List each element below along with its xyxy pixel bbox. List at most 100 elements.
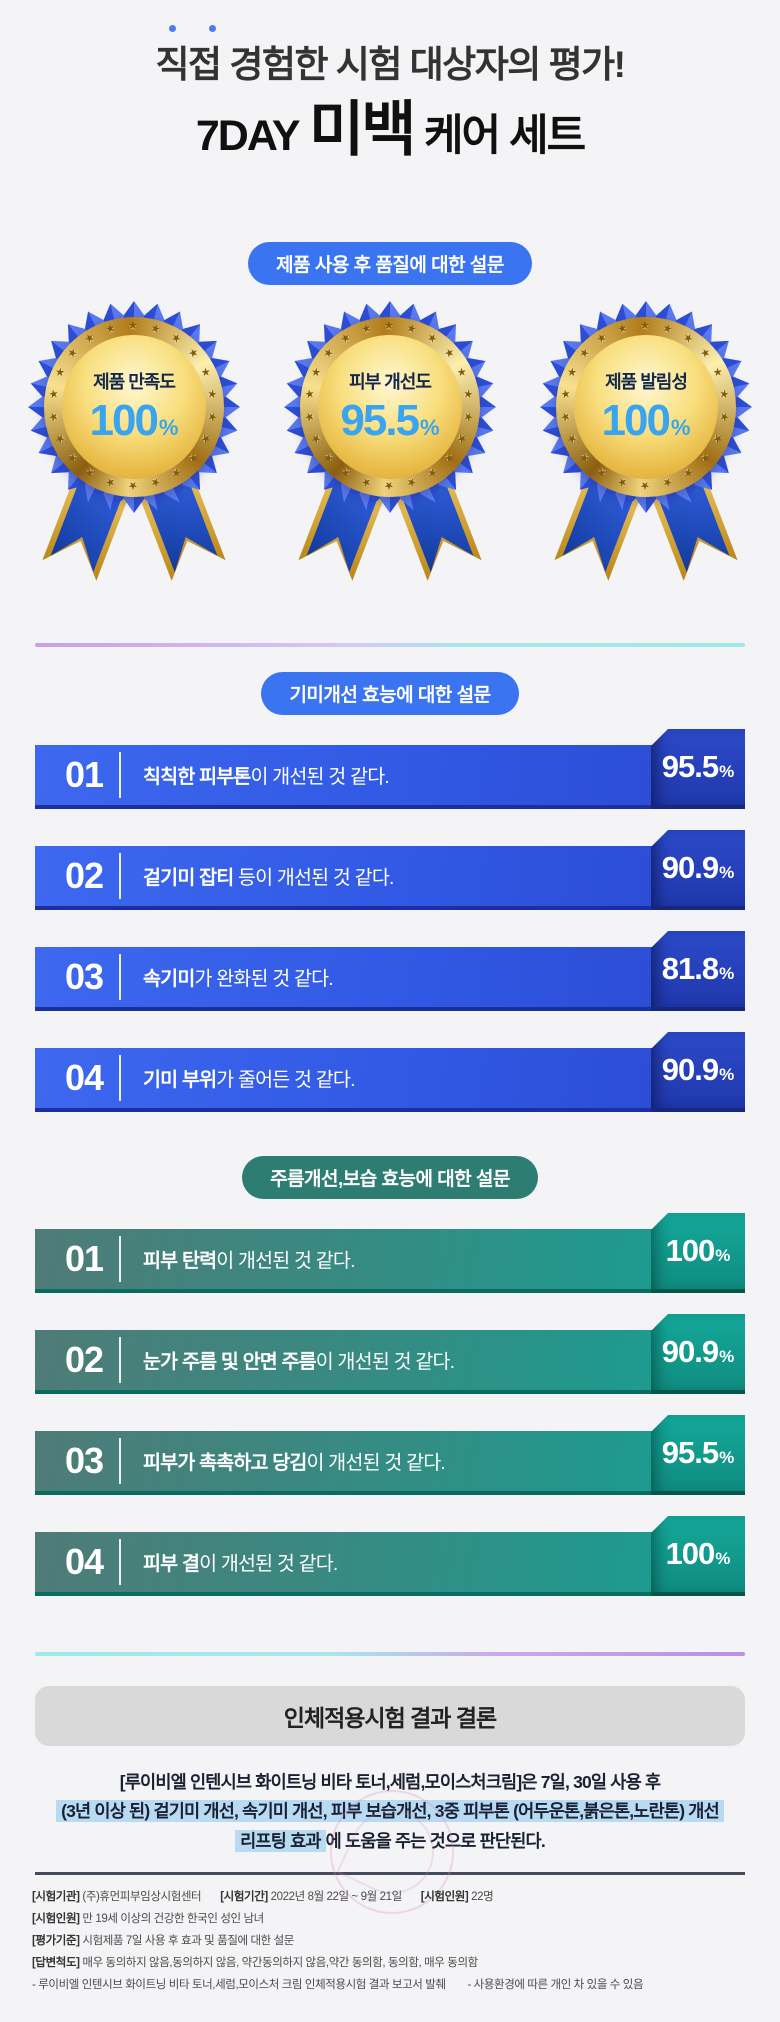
percent-sign: % [719,1448,735,1467]
footnote-segment: [시험기관] (주)휴먼피부임상시험센터 [32,1891,202,1904]
award-medal: ★ ★ ★ ★ ★ ★ ★ ★ ★ ★ ★ ★ ★ ★ ★ ★ ★ ★ ★ ★ ★ ★ 제품 만족도 100 % [8,295,260,593]
watermark-logo-icon [330,1790,454,1914]
bar-number: 04 [65,1541,104,1582]
survey-bar: 03 속기미가 완화된 것 같다. [35,947,745,1011]
bar-number: 01 [65,754,104,795]
survey-bar-row: 01 칙칙한 피부톤이 개선된 것 같다. 95.5 % [35,729,745,809]
header: 직접 경험한 시험 대상자의 평가! [0,25,780,88]
bar-number: 04 [65,1057,104,1098]
percent-sign: % [158,415,179,440]
medal-value: 100 [89,396,159,445]
bar-statement: 겉기미 잡티 등이 개선된 것 같다. [143,866,394,889]
percent-sign: % [715,1549,731,1568]
medal-face: 제품 만족도 100 % [62,335,206,479]
footnote-segment: [시험인원] 22명 [420,1891,494,1904]
brand-emphasis: 미백 [309,96,416,163]
percent-sign: % [719,1347,735,1366]
bar-number: 03 [65,1440,104,1481]
bar-statement: 눈가 주름 및 안면 주름이 개선된 것 같다. [143,1350,455,1373]
footnote-segment: - 사용환경에 따른 개인 차 있을 수 있음 [467,1978,644,1991]
blemish-survey-bars: 01 칙칙한 피부톤이 개선된 것 같다. 95.5 % 02 겉기미 잡티 등… [35,729,745,1112]
medal-label: 제품 발림성 [605,372,688,392]
medal-score: 100 % [602,396,691,446]
accent-dot-icon [208,25,216,32]
award-medal: ★ ★ ★ ★ ★ ★ ★ ★ ★ ★ ★ ★ ★ ★ ★ ★ ★ ★ ★ ★ ★ ★ 피부 개선도 95.5 % [264,295,516,593]
survey-bar-row: 04 피부 결이 개선된 것 같다. 100 % [35,1516,745,1596]
survey-bar-row: 02 겉기미 잡티 등이 개선된 것 같다. 90.9 % [35,830,745,910]
survey-bar-row: 02 눈가 주름 및 안면 주름이 개선된 것 같다. 90.9 % [35,1314,745,1394]
survey-bar: 01 피부 탄력이 개선된 것 같다. [35,1229,745,1293]
bar-statement: 피부 탄력이 개선된 것 같다. [143,1249,355,1272]
bar-number: 02 [65,1339,104,1380]
survey-bar: 04 피부 결이 개선된 것 같다. [35,1532,745,1596]
bar-percentage-value: 90.9 [661,1052,719,1087]
bar-statement: 칙칙한 피부톤이 개선된 것 같다. [143,765,390,788]
footnote-row: [평가기준] 시험제품 7일 사용 후 효과 및 품질에 대한 설문 [답변척도]… [32,1931,748,1975]
survey-bar-row: 04 기미 부위가 줄어든 것 같다. 90.9 % [35,1032,745,1112]
survey-bar: 02 눈가 주름 및 안면 주름이 개선된 것 같다. [35,1330,745,1394]
footnote-row: [시험기관] (주)휴먼피부임상시험센터 [시험기간] 2022년 8월 22일 … [32,1887,748,1931]
bar-separator [119,853,122,899]
bar-separator [119,1539,122,1585]
percent-sign: % [420,415,440,440]
bar-number: 03 [65,956,104,997]
bar-percentage-value: 81.8 [661,951,719,986]
survey-bar: 02 겉기미 잡티 등이 개선된 것 같다. [35,846,745,910]
bar-separator [119,1337,122,1383]
bar-percentage-value: 95.5 [661,749,719,784]
quality-section-badge: 제품 사용 후 품질에 대한 설문 [248,242,532,285]
bar-statement: 속기미가 완화된 것 같다. [143,967,334,990]
award-medal: ★ ★ ★ ★ ★ ★ ★ ★ ★ ★ ★ ★ ★ ★ ★ ★ ★ ★ ★ ★ ★ ★ 제품 발림성 100 % [520,295,772,593]
bar-percentage-box: 95.5 % [651,1415,745,1495]
bar-statement: 기미 부위가 줄어든 것 같다. [143,1068,355,1091]
gradient-divider-bottom [35,1652,745,1656]
survey-bar-row: 03 피부가 촉촉하고 당김이 개선된 것 같다. 95.5 % [35,1415,745,1495]
page-title: 직접 경험한 시험 대상자의 평가! [156,25,626,88]
medal-score: 100 % [90,396,179,446]
bar-separator [119,1236,122,1282]
bar-separator [119,752,122,798]
bar-percentage-value: 100 [665,1536,716,1571]
survey-bar: 03 피부가 촉촉하고 당김이 개선된 것 같다. [35,1431,745,1495]
conclusion-title: 인체적용시험 결과 결론 [35,1686,745,1746]
brand-prefix: 7DAY [195,112,301,160]
medal-label: 제품 만족도 [93,372,176,392]
footnote-row: - 루이비엘 인텐시브 화이트닝 비타 토너,세럼,모이스처 크림 인체적용시험… [32,1975,748,1997]
bar-percentage-value: 90.9 [661,1334,719,1369]
footnote-segment: [답변척도] 매우 동의하지 않음,동의하지 않음, 약간동의하지 않음,약간 … [32,1956,478,1969]
conclusion-line-1: [루이비엘 인텐시브 화이트닝 비타 토너,세럼,모이스처크림]은 7일, 30… [119,1772,661,1792]
bar-percentage-value: 100 [665,1233,716,1268]
footnote-segment: [시험인원] 만 19세 이상의 건강한 한국인 성인 남녀 [32,1913,264,1926]
brand-title: 7DAY 미백 케어 세트 [0,100,780,160]
highlighted-text: 리프팅 효과 [235,1829,326,1852]
bar-percentage-box: 100 % [651,1516,745,1596]
bar-percentage-box: 95.5 % [651,729,745,809]
bar-percentage-box: 100 % [651,1213,745,1293]
percent-sign: % [715,1246,731,1265]
medal-label: 피부 개선도 [349,372,432,392]
gradient-divider-top [35,643,745,647]
survey-bar: 01 칙칙한 피부톤이 개선된 것 같다. [35,745,745,809]
accent-dot-icon [168,25,176,32]
bar-separator [119,1438,122,1484]
wrinkle-survey-bars: 01 피부 탄력이 개선된 것 같다. 100 % 02 눈가 주름 및 안면 … [35,1213,745,1596]
bar-percentage-box: 90.9 % [651,1032,745,1112]
blemish-section-badge: 기미개선 효능에 대한 설문 [261,672,519,715]
footnotes: [시험기관] (주)휴먼피부임상시험센터 [시험기간] 2022년 8월 22일 … [32,1887,748,1996]
brand-suffix: 케어 세트 [423,112,586,160]
footnote-segment: [평가기준] 시험제품 7일 사용 후 효과 및 품질에 대한 설문 [32,1934,294,1947]
bar-statement: 피부 결이 개선된 것 같다. [143,1552,338,1575]
percent-sign: % [719,964,735,983]
bar-percentage-value: 90.9 [661,850,719,885]
bar-separator [119,1055,122,1101]
footnote-segment: [시험기간] 2022년 8월 22일 ~ 9월 21일 [220,1891,402,1904]
medal-score: 95.5 % [340,396,439,446]
medal-value: 95.5 [340,396,420,445]
bar-number: 02 [65,855,104,896]
medal-face: 피부 개선도 95.5 % [318,335,462,479]
survey-bar: 04 기미 부위가 줄어든 것 같다. [35,1048,745,1112]
wrinkle-section-badge: 주름개선,보습 효능에 대한 설문 [242,1156,538,1199]
bar-number: 01 [65,1238,104,1279]
survey-bar-row: 01 피부 탄력이 개선된 것 같다. 100 % [35,1213,745,1293]
medal-row: ★ ★ ★ ★ ★ ★ ★ ★ ★ ★ ★ ★ ★ ★ ★ ★ ★ ★ ★ ★ ★ ★ 제품 만족도 100 % [0,295,780,593]
